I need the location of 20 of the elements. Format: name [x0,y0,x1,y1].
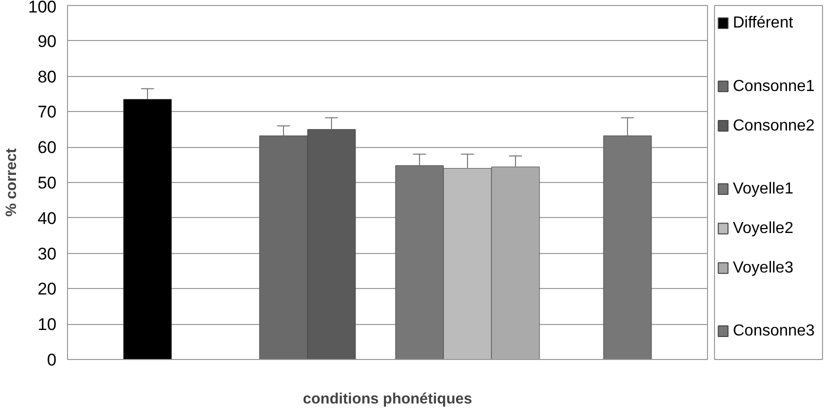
y-tick-label: 80 [38,67,57,86]
y-axis-title: % correct [3,148,20,217]
legend-label: Voyelle1 [732,180,794,198]
legend-label: Différent [732,14,794,32]
legend-label: Voyelle2 [732,220,794,238]
legend-label: Voyelle3 [732,260,794,277]
y-tick-label: 50 [38,174,57,192]
y-tick-label: 100 [28,0,57,16]
y-tick-label: 0 [47,350,57,370]
y-tick-label: 40 [38,208,57,228]
legend-label: Consonne1 [732,78,815,95]
y-tick-label: 70 [38,102,57,122]
y-tick-label: 60 [38,138,57,158]
y-tick-label: 30 [38,244,57,264]
y-tick-label: 90 [38,32,57,51]
y-tick-label: 10 [38,315,57,334]
legend-label: Consonne2 [732,117,815,134]
legend-label: Consonne3 [732,322,815,340]
y-tick-label: 20 [38,280,57,299]
x-axis-title: conditions phonétiques [302,390,472,408]
